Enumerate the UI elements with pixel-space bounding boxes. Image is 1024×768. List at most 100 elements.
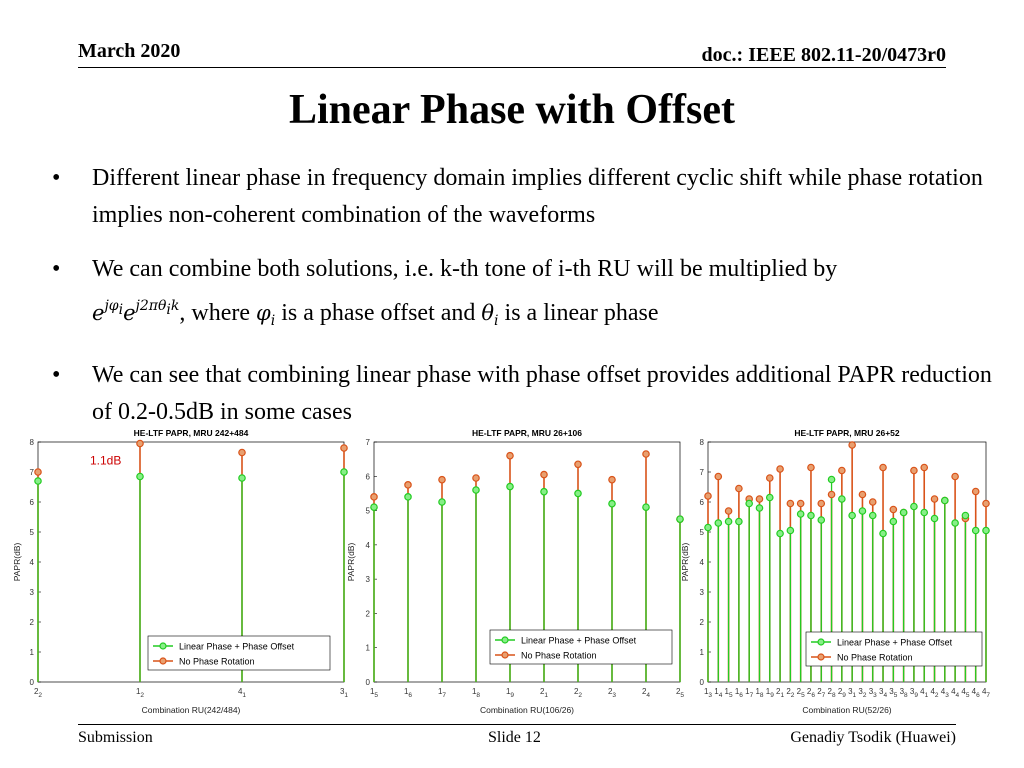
y-tick-label: 1 bbox=[30, 648, 35, 657]
marker-no-rotation bbox=[136, 439, 144, 448]
x-tick-label: 25 bbox=[797, 687, 805, 699]
bullet-marker: • bbox=[52, 165, 61, 191]
bullet-marker: • bbox=[52, 256, 61, 282]
marker-linear-phase bbox=[982, 526, 990, 535]
marker-linear-phase bbox=[404, 493, 412, 501]
x-tick-label: 25 bbox=[676, 687, 684, 699]
x-tick-label: 33 bbox=[869, 687, 877, 699]
x-tick-label: 16 bbox=[735, 687, 743, 699]
chart-mru-242-484: HE-LTF PAPR, MRU 242+484012345678PAPR(dB… bbox=[12, 428, 348, 715]
marker-linear-phase bbox=[714, 519, 723, 527]
marker-linear-phase bbox=[858, 507, 867, 515]
x-tick-label: 17 bbox=[745, 687, 753, 699]
x-tick-label: 41 bbox=[920, 687, 928, 699]
marker-no-rotation bbox=[910, 466, 918, 475]
x-tick-label: 45 bbox=[961, 687, 969, 699]
slide-title: Linear Phase with Offset bbox=[288, 87, 736, 133]
chart-title: HE-LTF PAPR, MRU 26+52 bbox=[794, 428, 900, 438]
marker-linear-phase bbox=[930, 514, 939, 523]
marker-no-rotation bbox=[472, 474, 480, 482]
marker-no-rotation bbox=[879, 463, 887, 472]
y-tick-label: 0 bbox=[700, 678, 705, 687]
legend-label: No Phase Rotation bbox=[179, 657, 255, 667]
x-tick-label: 44 bbox=[951, 687, 959, 699]
y-tick-label: 4 bbox=[700, 558, 705, 567]
marker-no-rotation bbox=[971, 487, 980, 496]
y-tick-label: 7 bbox=[700, 468, 705, 477]
y-tick-label: 4 bbox=[30, 558, 35, 567]
marker-linear-phase bbox=[817, 516, 826, 524]
bullet-text-2c: is a phase offset and bbox=[281, 300, 476, 326]
marker-linear-phase bbox=[848, 511, 856, 520]
x-tick-label: 32 bbox=[858, 687, 866, 699]
marker-linear-phase bbox=[506, 482, 514, 491]
marker-no-rotation bbox=[807, 463, 815, 472]
header-rule bbox=[78, 67, 946, 68]
marker-linear-phase bbox=[776, 529, 784, 538]
bullet-item-3: • We can see that combining linear phase… bbox=[52, 357, 992, 431]
marker-linear-phase bbox=[879, 529, 887, 538]
y-axis-label: PAPR(dB) bbox=[346, 543, 356, 582]
marker-linear-phase bbox=[951, 519, 959, 527]
marker-no-rotation bbox=[735, 484, 743, 493]
y-tick-label: 2 bbox=[700, 618, 705, 627]
x-axis-label: Combination RU(106/26) bbox=[480, 705, 574, 715]
marker-linear-phase bbox=[961, 511, 970, 520]
x-tick-label: 38 bbox=[900, 687, 908, 699]
footer-rule bbox=[78, 724, 956, 725]
x-tick-label: 18 bbox=[755, 687, 763, 699]
legend-label: Linear Phase + Phase Offset bbox=[837, 638, 953, 648]
annotation-label: 1.1dB bbox=[90, 454, 121, 468]
x-tick-label: 21 bbox=[776, 687, 784, 699]
legend-marker bbox=[817, 638, 825, 646]
marker-linear-phase bbox=[796, 510, 805, 518]
marker-no-rotation bbox=[574, 460, 582, 469]
marker-linear-phase bbox=[971, 526, 980, 535]
y-tick-label: 7 bbox=[366, 438, 371, 447]
x-tick-label: 31 bbox=[340, 687, 348, 699]
x-tick-label: 22 bbox=[786, 687, 794, 699]
x-tick-label: 22 bbox=[34, 687, 42, 699]
marker-no-rotation bbox=[776, 465, 784, 473]
y-tick-label: 2 bbox=[366, 609, 371, 618]
x-tick-label: 23 bbox=[608, 687, 616, 699]
symbol-phi: φi bbox=[256, 301, 276, 330]
chart-mru-26-106: HE-LTF PAPR, MRU 26+10601234567PAPR(dB)1… bbox=[346, 428, 684, 715]
marker-linear-phase bbox=[676, 515, 684, 523]
marker-no-rotation bbox=[608, 475, 616, 484]
bullet-marker: • bbox=[52, 362, 61, 389]
x-tick-label: 15 bbox=[725, 687, 733, 699]
marker-linear-phase bbox=[765, 493, 774, 502]
legend-marker bbox=[817, 653, 825, 661]
x-tick-label: 41 bbox=[238, 687, 246, 699]
marker-linear-phase bbox=[438, 498, 446, 506]
marker-no-rotation bbox=[868, 498, 877, 506]
marker-linear-phase bbox=[238, 474, 246, 482]
marker-linear-phase bbox=[642, 503, 650, 511]
x-tick-label: 26 bbox=[807, 687, 815, 699]
bullet-text-2d: is a linear phase bbox=[504, 300, 659, 326]
marker-linear-phase bbox=[136, 472, 144, 481]
bullet-text-2a: We can combine both solutions, i.e. k-th… bbox=[92, 256, 838, 282]
marker-no-rotation bbox=[817, 499, 826, 508]
bullet-text-3: We can see that combining linear phase w… bbox=[92, 362, 992, 426]
marker-no-rotation bbox=[370, 493, 378, 501]
legend-marker bbox=[501, 636, 509, 644]
legend-marker bbox=[501, 651, 509, 659]
y-tick-label: 6 bbox=[30, 498, 35, 507]
marker-no-rotation bbox=[724, 507, 733, 515]
marker-no-rotation bbox=[755, 495, 764, 503]
y-tick-label: 3 bbox=[366, 575, 371, 584]
y-tick-label: 3 bbox=[700, 588, 705, 597]
x-tick-label: 35 bbox=[889, 687, 897, 699]
marker-no-rotation bbox=[340, 444, 348, 452]
x-tick-label: 47 bbox=[982, 687, 990, 699]
marker-linear-phase bbox=[838, 495, 846, 503]
marker-linear-phase bbox=[724, 517, 733, 526]
bullet-list: • Different linear phase in frequency do… bbox=[52, 160, 992, 448]
y-tick-label: 8 bbox=[700, 438, 705, 447]
y-tick-label: 7 bbox=[30, 468, 35, 477]
x-tick-label: 21 bbox=[540, 687, 548, 699]
legend-label: No Phase Rotation bbox=[521, 651, 597, 661]
legend-marker bbox=[159, 642, 167, 650]
